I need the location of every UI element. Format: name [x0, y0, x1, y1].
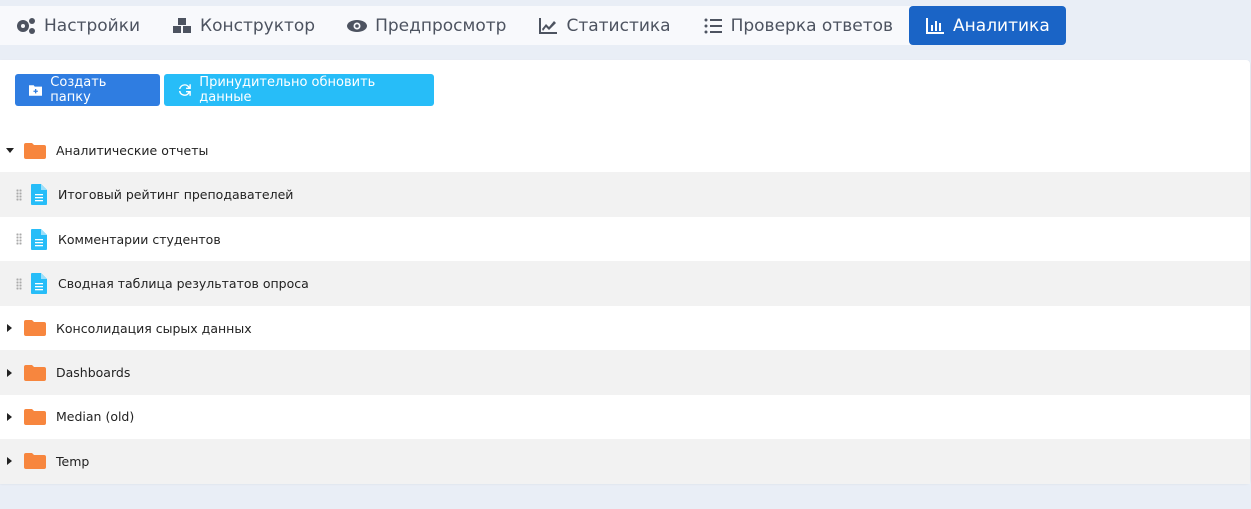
- tab-label: Настройки: [44, 15, 141, 36]
- create-folder-label: Создать папку: [50, 75, 107, 105]
- cubes-icon: [173, 17, 192, 33]
- refresh-icon: [178, 84, 191, 96]
- tree-folder[interactable]: Аналитические отчеты: [0, 128, 1250, 173]
- folder-icon: [24, 408, 46, 425]
- folder-icon: [24, 320, 46, 337]
- tree-report[interactable]: Комментарии студентов: [0, 217, 1250, 262]
- folder-icon: [24, 364, 46, 381]
- bar-chart-icon: [926, 17, 945, 34]
- tree-item-label: Консолидация сырых данных: [56, 320, 252, 336]
- create-folder-button[interactable]: Создать папку: [15, 74, 160, 106]
- tab-label: Предпросмотр: [375, 15, 507, 36]
- tree-item-label: Аналитические отчеты: [56, 143, 209, 158]
- tree-folder[interactable]: Dashboards: [0, 350, 1250, 395]
- line-chart-icon: [539, 17, 558, 34]
- drag-handle-icon[interactable]: [16, 233, 22, 246]
- force-refresh-label: Принудительно обновить данные: [199, 75, 376, 105]
- tree-item-label: Сводная таблица результатов опроса: [58, 276, 309, 292]
- tree-item-label: Dashboards: [56, 365, 131, 380]
- checklist-icon: [704, 18, 722, 33]
- caret-right-icon[interactable]: [7, 324, 12, 333]
- gears-icon: [17, 17, 35, 34]
- tab-constructor[interactable]: Конструктор: [156, 6, 331, 45]
- tree-item-label: Median (old): [56, 409, 135, 425]
- tab-settings[interactable]: Настройки: [0, 6, 156, 45]
- caret-right-icon[interactable]: [7, 457, 12, 466]
- tab-bar: Настройки Конструктор Предпросмотр Стати…: [0, 6, 1066, 45]
- tree-folder[interactable]: Консолидация сырых данных: [0, 306, 1250, 351]
- drag-handle-icon[interactable]: [16, 188, 22, 201]
- tab-answer-check[interactable]: Проверка ответов: [687, 6, 909, 45]
- tab-preview[interactable]: Предпросмотр: [331, 6, 522, 45]
- file-icon: [31, 273, 47, 295]
- tab-analytics[interactable]: Аналитика: [909, 6, 1066, 45]
- tree-report[interactable]: Итоговый рейтинг преподавателей: [0, 172, 1250, 218]
- file-icon: [31, 228, 47, 250]
- caret-right-icon[interactable]: [7, 412, 12, 421]
- caret-right-icon[interactable]: [7, 368, 12, 377]
- tree-folder[interactable]: Median (old): [0, 394, 1250, 439]
- tree-folder[interactable]: Temp: [0, 438, 1250, 484]
- tab-label: Аналитика: [953, 15, 1050, 36]
- tab-label: Статистика: [566, 15, 671, 36]
- drag-handle-icon[interactable]: [16, 277, 22, 290]
- tree-item-label: Комментарии студентов: [58, 231, 221, 247]
- tree-item-label: Temp: [56, 453, 90, 469]
- tab-label: Проверка ответов: [730, 15, 894, 36]
- caret-down-icon[interactable]: [6, 148, 14, 153]
- force-refresh-button[interactable]: Принудительно обновить данные: [164, 74, 434, 106]
- file-icon: [31, 184, 47, 206]
- folder-icon: [24, 142, 46, 159]
- tab-label: Конструктор: [200, 15, 316, 36]
- tab-statistics[interactable]: Статистика: [522, 6, 686, 45]
- eye-icon: [347, 19, 368, 32]
- tree-report[interactable]: Сводная таблица результатов опроса: [0, 261, 1250, 307]
- tree-item-label: Итоговый рейтинг преподавателей: [58, 187, 294, 203]
- folder-icon: [24, 453, 46, 470]
- folder-plus-icon: [29, 85, 43, 96]
